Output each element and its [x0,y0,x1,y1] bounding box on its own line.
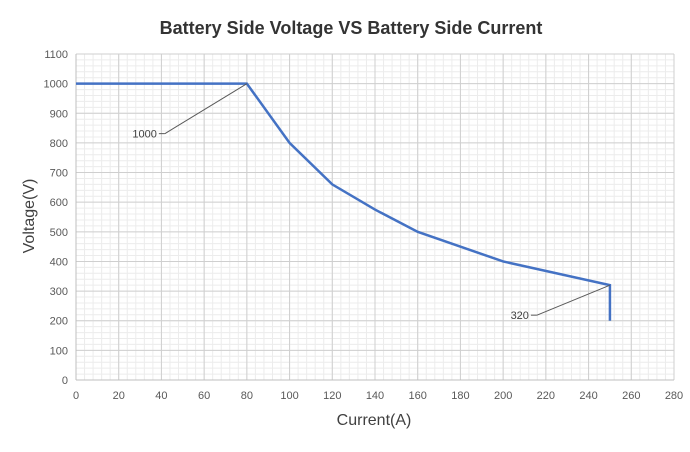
x-tick-label: 180 [451,390,469,402]
x-tick-label: 80 [241,390,253,402]
y-tick-label: 900 [50,108,68,120]
x-tick-label: 100 [280,390,298,402]
y-tick-label: 400 [50,256,68,268]
annotation-label: 320 [511,310,529,322]
x-tick-labels: 0 20 40 60 80 100 120 140 160 180 200 220 240 260 280 [73,390,683,402]
y-tick-label: 1000 [44,79,68,91]
x-tick-label: 0 [73,390,79,402]
x-tick-label: 200 [494,390,512,402]
x-axis-label: Current(A) [337,412,412,429]
y-tick-label: 700 [50,168,68,180]
x-tick-label: 260 [622,390,640,402]
y-tick-label: 0 [62,375,68,387]
y-tick-label: 800 [50,138,68,150]
x-tick-label: 60 [198,390,210,402]
y-tick-label: 300 [50,286,68,298]
x-tick-label: 280 [665,390,683,402]
major-grid [75,53,675,381]
x-tick-label: 220 [537,390,555,402]
chart-title: Battery Side Voltage VS Battery Side Cur… [160,18,543,38]
series-layer [76,82,612,321]
axes [75,54,674,381]
y-tick-label: 500 [50,227,68,239]
y-tick-label: 200 [50,316,68,328]
x-tick-label: 120 [323,390,341,402]
x-tick-label: 240 [579,390,597,402]
annotation-leader [164,83,248,135]
x-tick-label: 160 [409,390,427,402]
x-tick-label: 40 [155,390,167,402]
y-tick-label: 100 [50,345,68,357]
annotation-leader [536,284,611,316]
y-axis-label: Voltage(V) [21,179,38,254]
x-tick-label: 20 [113,390,125,402]
x-tick-label: 140 [366,390,384,402]
annotation-layer: 1000 320 [132,83,611,322]
annotation-label: 1000 [132,129,156,141]
y-tick-label: 600 [50,197,68,209]
series-line [76,82,612,321]
y-tick-label: 1100 [44,49,68,61]
y-tick-labels: 0 100 200 300 400 500 600 700 800 900 1000 1100 [44,49,68,387]
